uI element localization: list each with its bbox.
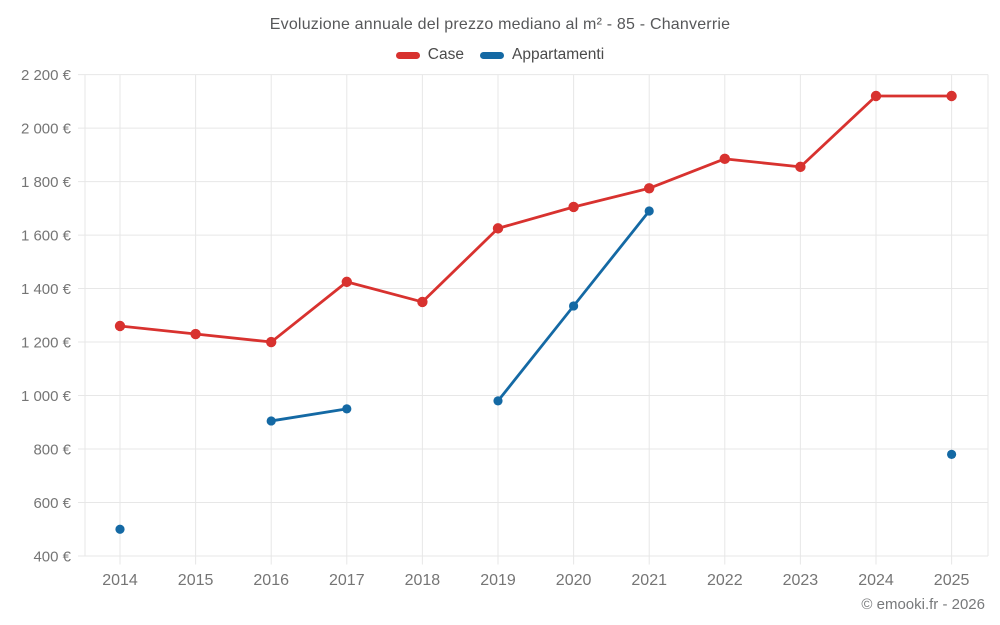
chart-legend: Case Appartamenti [0,46,1000,64]
series-case-point[interactable] [341,276,352,288]
series-case-point[interactable] [492,223,504,234]
series-appartamenti-point[interactable] [342,404,352,414]
appartamenti-legend-swatch [479,51,504,59]
x-tick-label: 2016 [253,572,289,589]
series-case-point[interactable] [190,328,201,340]
series-appartamenti-point[interactable] [115,524,125,534]
appartamenti-legend-label: Appartamenti [511,46,605,63]
legend-item-appartamenti[interactable]: Appartamenti [479,46,605,64]
x-tick-label: 2025 [934,572,970,589]
x-tick-label: 2024 [858,572,894,589]
y-tick-label: 800 € [33,442,71,459]
y-tick-label: 1 400 € [21,281,72,298]
series-case-point[interactable] [417,296,428,308]
series-appartamenti-point[interactable] [266,416,276,426]
series-case-point[interactable] [114,320,126,332]
series-appartamenti-point[interactable] [493,396,503,406]
x-tick-label: 2023 [783,572,819,589]
y-tick-label: 600 € [33,495,71,512]
series-case-point[interactable] [795,161,806,173]
chart-title: Evoluzione annuale del prezzo mediano al… [269,16,731,33]
series-case-point[interactable] [946,90,957,102]
series-case-point[interactable] [719,153,730,165]
x-tick-label: 2021 [631,572,667,589]
x-tick-label: 2020 [556,572,592,589]
series-appartamenti-point[interactable] [644,206,654,216]
x-tick-label: 2017 [329,572,365,589]
series-case-point[interactable] [568,201,579,213]
series-appartamenti-line [269,407,349,423]
y-tick-label: 1 600 € [21,228,72,245]
x-tick-label: 2018 [405,572,441,589]
series-appartamenti-point[interactable] [947,449,957,459]
y-tick-label: 2 200 € [21,67,72,84]
x-tick-label: 2015 [178,572,214,589]
copyright-text: © emooki.fr - 2026 [861,596,985,613]
series-appartamenti-point[interactable] [569,301,579,311]
x-tick-label: 2014 [102,572,138,589]
case-legend-label: Case [427,46,464,63]
series-case-line [118,94,953,344]
y-tick-label: 1 800 € [21,174,72,191]
series-case-point[interactable] [870,90,882,102]
x-tick-label: 2019 [480,572,516,589]
y-tick-label: 1 000 € [21,388,72,405]
x-tick-label: 2022 [707,572,743,589]
y-tick-label: 2 000 € [21,121,72,138]
series-case-point[interactable] [266,336,277,348]
y-tick-label: 1 200 € [21,335,72,352]
series-case-point[interactable] [644,183,655,194]
case-legend-swatch [395,51,420,59]
y-tick-label: 400 € [33,549,71,566]
legend-item-case[interactable]: Case [395,46,464,64]
